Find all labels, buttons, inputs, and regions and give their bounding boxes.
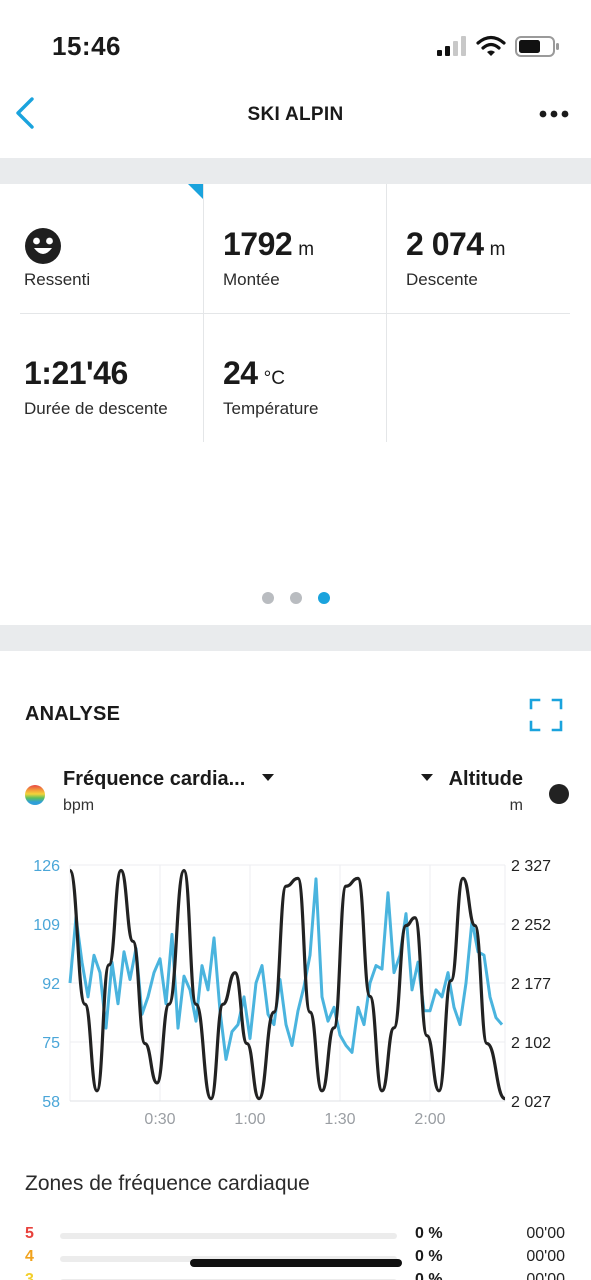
fullscreen-button[interactable] bbox=[529, 698, 563, 732]
stat-duree-descente[interactable]: 1:21'46 Durée de descente bbox=[20, 313, 203, 442]
stat-value: 1:21'46 bbox=[24, 355, 128, 391]
y-left-tick-label: 92 bbox=[42, 976, 60, 993]
right-metric-selector: Altitude m bbox=[369, 768, 569, 818]
x-tick-label: 1:00 bbox=[234, 1111, 265, 1128]
right-metric-name: Altitude bbox=[448, 768, 523, 790]
stat-montee[interactable]: 1792 m Montée bbox=[219, 184, 402, 313]
chevron-left-icon bbox=[16, 97, 34, 129]
more-options-button[interactable] bbox=[539, 104, 569, 124]
altitude-series-line bbox=[68, 868, 506, 1101]
stat-value: 2 074 m bbox=[406, 226, 506, 262]
y-left-tick-label: 58 bbox=[42, 1094, 60, 1111]
stat-label: Descente bbox=[406, 270, 478, 289]
stat-descente[interactable]: 2 074 m Descente bbox=[402, 184, 585, 313]
caret-down-icon bbox=[261, 774, 274, 782]
y-right-tick-label: 2 027 bbox=[511, 1094, 551, 1111]
x-tick-label: 0:30 bbox=[144, 1111, 175, 1128]
y-right-tick-label: 2 102 bbox=[511, 1035, 551, 1052]
stat-label: Montée bbox=[223, 270, 280, 289]
zone-duration: 00'00 bbox=[526, 1248, 565, 1265]
page-dot[interactable] bbox=[289, 592, 302, 604]
right-metric-unit: m bbox=[509, 797, 523, 814]
heart-rate-series-line bbox=[68, 877, 504, 1061]
zone-percentage: 0 % bbox=[415, 1225, 443, 1242]
page-dot[interactable] bbox=[261, 592, 274, 604]
stat-temperature[interactable]: 24 °C Température bbox=[219, 313, 402, 442]
left-metric-dropdown[interactable]: Fréquence cardia... bpm bbox=[63, 768, 274, 815]
y-left-tick-label: 75 bbox=[42, 1035, 60, 1052]
zone-number: 5 bbox=[25, 1225, 34, 1242]
y-left-tick-label: 109 bbox=[33, 917, 60, 934]
y-right-tick-label: 2 252 bbox=[511, 917, 551, 934]
nav-bar: SKI ALPIN bbox=[0, 80, 591, 158]
stat-label: Durée de descente bbox=[24, 399, 168, 418]
page-title: SKI ALPIN bbox=[247, 104, 344, 125]
heart-rate-color-icon bbox=[25, 785, 45, 805]
right-metric-dropdown[interactable]: Altitude m bbox=[420, 768, 523, 815]
left-metric-unit: bpm bbox=[63, 797, 95, 814]
status-time: 15:46 bbox=[52, 31, 121, 61]
zone-number: 3 bbox=[25, 1271, 34, 1280]
zone-duration: 00'00 bbox=[526, 1271, 565, 1280]
zone-duration: 00'00 bbox=[526, 1225, 565, 1242]
x-tick-label: 2:00 bbox=[414, 1111, 445, 1128]
stat-ressenti[interactable]: Ressenti bbox=[20, 184, 203, 313]
zones-title: Zones de fréquence cardiaque bbox=[25, 1172, 310, 1195]
page-indicator[interactable] bbox=[0, 592, 591, 604]
status-icons bbox=[437, 35, 559, 57]
caret-down-icon bbox=[420, 774, 433, 782]
smiley-icon bbox=[25, 228, 61, 264]
home-indicator bbox=[190, 1259, 402, 1267]
y-left-tick-label: 126 bbox=[33, 858, 60, 875]
left-metric-name: Fréquence cardia... bbox=[63, 768, 246, 790]
y-right-tick-label: 2 177 bbox=[511, 976, 551, 993]
y-right-tick-label: 2 327 bbox=[511, 858, 551, 875]
status-bar: 15:46 bbox=[0, 0, 591, 80]
zone-row: 5 0 % 00'00 bbox=[25, 1225, 565, 1247]
zone-row: 3 0 % 00'00 bbox=[25, 1271, 565, 1280]
more-dots-icon bbox=[539, 110, 569, 118]
analysis-title: ANALYSE bbox=[25, 703, 121, 725]
zone-percentage: 0 % bbox=[415, 1271, 443, 1280]
battery-icon bbox=[515, 36, 559, 57]
zone-percentage: 0 % bbox=[415, 1248, 443, 1265]
zone-number: 4 bbox=[25, 1248, 34, 1265]
analysis-chart[interactable]: 126 109 92 75 58 2 327 2 252 2 177 2 102 2 027 0:3… bbox=[0, 850, 591, 1140]
section-divider bbox=[0, 158, 591, 184]
fullscreen-icon bbox=[529, 698, 563, 732]
x-tick-label: 1:30 bbox=[324, 1111, 355, 1128]
zone-progress-bar bbox=[60, 1233, 397, 1239]
selection-corner-marker bbox=[188, 184, 204, 200]
section-divider bbox=[0, 625, 591, 651]
page-dot-active[interactable] bbox=[317, 592, 330, 604]
back-button[interactable] bbox=[12, 94, 42, 134]
signal-icon bbox=[437, 36, 466, 56]
stat-value: 24 °C bbox=[223, 355, 285, 391]
wifi-icon bbox=[476, 35, 506, 56]
stat-value: 1792 m bbox=[223, 226, 315, 262]
stat-label: Température bbox=[223, 399, 319, 418]
stat-label: Ressenti bbox=[24, 270, 91, 289]
altitude-color-icon bbox=[549, 784, 569, 804]
